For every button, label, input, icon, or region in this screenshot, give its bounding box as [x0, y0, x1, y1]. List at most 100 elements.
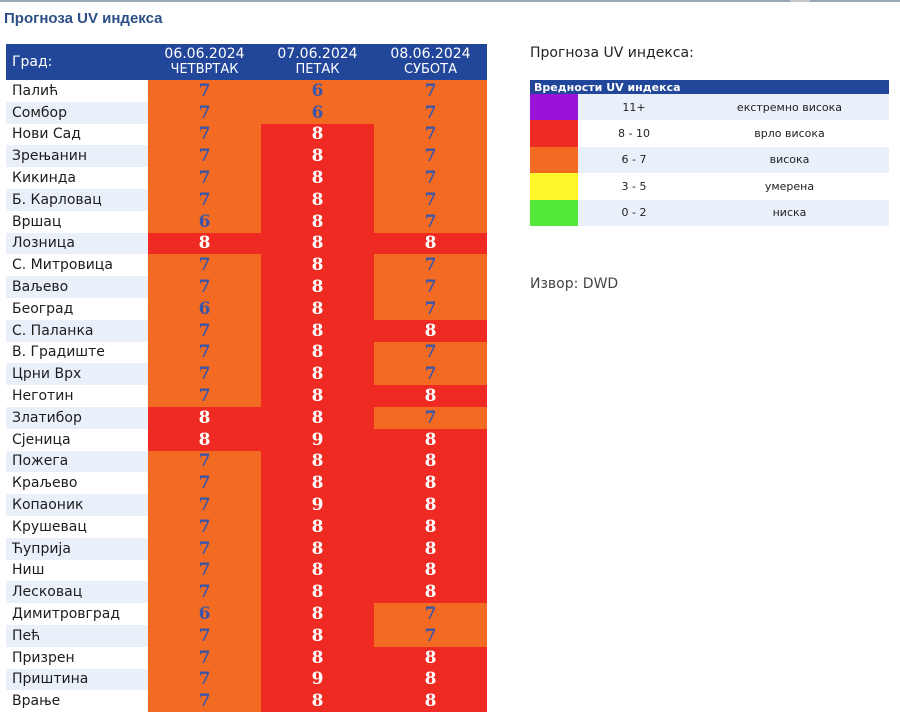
uv-value-cell: 9 — [261, 494, 374, 516]
legend-color-swatch — [530, 146, 578, 174]
legend-color-swatch — [530, 199, 578, 226]
city-name: Златибор — [6, 406, 148, 429]
legend-body: 11+ екстремно висока 8 - 10 врло висока 6 - … — [530, 94, 889, 226]
city-name: Пожега — [6, 450, 148, 473]
table-row: Копаоник 7 9 8 — [6, 494, 487, 516]
uv-value-cell: 6 — [261, 80, 374, 102]
uv-value-cell: 7 — [374, 145, 487, 168]
table-row: Златибор 8 8 7 — [6, 406, 487, 429]
day-name: СУБОТА — [404, 62, 457, 77]
uv-value-cell: 8 — [261, 646, 374, 669]
table-row: Црни Врх 7 8 7 — [6, 363, 487, 386]
legend-range: 8 - 10 — [618, 127, 650, 141]
table-row: Пећ 7 8 7 — [6, 624, 487, 647]
uv-value-cell: 7 — [148, 624, 261, 647]
day-column-header: 08.06.2024 СУБОТА — [374, 44, 487, 80]
uv-value-cell: 8 — [261, 341, 374, 364]
table-row: В. Градиште 7 8 7 — [6, 341, 487, 364]
data-source: Извор: DWD — [530, 276, 619, 292]
city-name: Неготин — [12, 388, 74, 405]
uv-value-cell: 8 — [374, 537, 487, 560]
uv-value-cell: 8 — [261, 537, 374, 560]
uv-value-cell: 6 — [148, 603, 261, 625]
city-name: Димитровград — [12, 606, 121, 623]
uv-value-cell: 7 — [374, 123, 487, 146]
table-row: С. Паланка 7 8 8 — [6, 319, 487, 342]
uv-value-cell: 7 — [148, 450, 261, 473]
legend-label: екстремно висока — [690, 94, 889, 121]
city-name: Кикинда — [12, 170, 77, 187]
city-name: Зрењанин — [6, 145, 148, 168]
uv-legend-table: Вредности UV индекса 11+ екстремно висока… — [530, 80, 889, 226]
legend-range: 11+ — [578, 94, 690, 121]
uv-value-cell: 8 — [261, 515, 374, 538]
uv-value-cell: 8 — [148, 428, 261, 451]
uv-value-cell: 7 — [148, 123, 261, 146]
top-border — [0, 0, 900, 2]
uv-value-cell: 8 — [261, 690, 374, 713]
legend-label: умерена — [764, 179, 815, 193]
uv-value-cell: 8 — [261, 232, 374, 255]
uv-value-cell: 8 — [261, 450, 374, 473]
uv-value-cell: 7 — [374, 624, 487, 647]
table-row: Пожега 7 8 8 — [6, 450, 487, 473]
legend-row: 8 - 10 врло висока — [530, 120, 889, 147]
uv-value-cell: 7 — [374, 188, 487, 211]
legend-row: 0 - 2 ниска — [530, 199, 889, 226]
city-name: Лозница — [6, 232, 148, 255]
uv-value-cell: 8 — [261, 581, 374, 604]
uv-value-cell: 8 — [261, 406, 374, 429]
uv-value-cell: 8 — [261, 297, 374, 320]
uv-value-cell: 8 — [261, 254, 374, 277]
table-row: Палић 7 6 7 — [6, 80, 487, 102]
uv-value-cell: 7 — [148, 515, 261, 538]
day-name: ПЕТАК — [295, 62, 340, 77]
uv-value-cell: 8 — [261, 385, 374, 407]
city-name: Ваљево — [6, 276, 148, 298]
legend-row: 6 - 7 висока — [530, 146, 889, 174]
city-name: Лесковац — [6, 581, 148, 604]
table-row: Зрењанин 7 8 7 — [6, 145, 487, 168]
uv-value-cell: 8 — [261, 363, 374, 386]
day-date: 06.06.2024 — [164, 46, 245, 62]
table-row: Крушевац 7 8 8 — [6, 515, 487, 538]
uv-value-cell: 8 — [374, 319, 487, 342]
uv-value-cell: 8 — [261, 188, 374, 211]
uv-value-cell: 8 — [374, 472, 487, 495]
uv-value-cell: 7 — [374, 254, 487, 277]
table-row: Димитровград 6 8 7 — [6, 603, 487, 625]
uv-value-cell: 7 — [374, 406, 487, 429]
uv-forecast-table: Град: 06.06.2024 ЧЕТВРТАК 07.06.2024 ПЕТ… — [6, 44, 487, 713]
uv-value-cell: 7 — [148, 581, 261, 604]
table-row: Ваљево 7 8 7 — [6, 276, 487, 298]
uv-value-cell: 8 — [261, 559, 374, 582]
city-name: Приштина — [6, 668, 148, 691]
uv-value-cell: 8 — [148, 232, 261, 255]
city-name: Сомбор — [6, 101, 148, 124]
table-row: Призрен 7 8 8 — [6, 646, 487, 669]
uv-value-cell: 8 — [261, 167, 374, 189]
uv-value-cell: 7 — [148, 537, 261, 560]
city-name: Краљево — [12, 475, 78, 492]
uv-value-cell: 9 — [261, 428, 374, 451]
day-date: 08.06.2024 — [390, 46, 471, 62]
uv-value-cell: 8 — [374, 559, 487, 582]
city-name: Ниш — [12, 562, 45, 579]
uv-value-cell: 7 — [148, 559, 261, 582]
day-column-header: 06.06.2024 ЧЕТВРТАК — [148, 44, 261, 80]
day-name: ЧЕТВРТАК — [170, 62, 239, 77]
uv-value-cell: 7 — [148, 276, 261, 298]
legend-label: висока — [690, 146, 889, 174]
city-name: Призрен — [12, 649, 75, 666]
city-column-header: Град: — [6, 44, 148, 80]
uv-value-cell: 7 — [148, 341, 261, 364]
uv-value-cell: 7 — [148, 363, 261, 386]
uv-value-cell: 7 — [148, 494, 261, 516]
uv-value-cell: 7 — [374, 341, 487, 364]
uv-value-cell: 7 — [148, 646, 261, 669]
uv-value-cell: 7 — [148, 188, 261, 211]
uv-value-cell: 8 — [148, 406, 261, 429]
table-row: Лесковац 7 8 8 — [6, 581, 487, 604]
uv-value-cell: 8 — [374, 668, 487, 691]
uv-value-cell: 7 — [148, 80, 261, 102]
